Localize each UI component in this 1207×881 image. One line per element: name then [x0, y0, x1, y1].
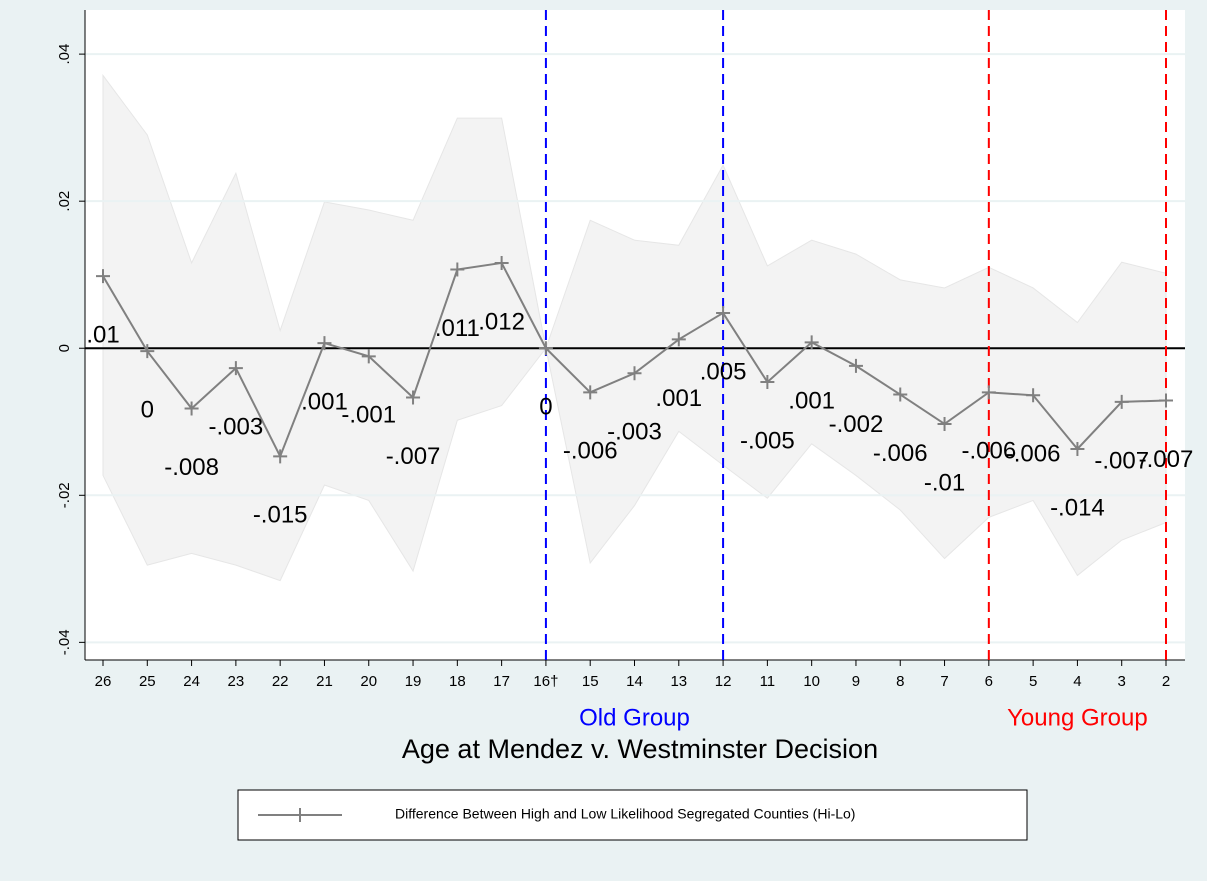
- data-label: -.008: [164, 454, 219, 481]
- x-tick-label: 23: [228, 673, 245, 690]
- marker: [893, 387, 908, 402]
- y-tick-label: -.04: [56, 629, 73, 655]
- x-tick-label: 12: [715, 673, 732, 690]
- data-label: .001: [301, 388, 348, 415]
- marker: [273, 449, 288, 464]
- data-label: .011: [435, 315, 480, 342]
- data-label: .005: [700, 358, 747, 385]
- marker: [804, 335, 819, 350]
- x-tick-label: 14: [626, 673, 643, 690]
- x-tick-label: 11: [760, 673, 776, 690]
- x-tick-label: 20: [360, 673, 377, 690]
- marker: [583, 385, 598, 400]
- x-tick-label: 9: [852, 673, 860, 690]
- data-label: -.001: [341, 402, 396, 429]
- x-tick-label: 13: [670, 673, 687, 690]
- x-tick-label: 25: [139, 673, 156, 690]
- data-label: .01: [86, 322, 119, 349]
- y-tick-label: -.02: [56, 482, 73, 508]
- data-label: 0: [141, 397, 154, 424]
- x-tick-label: 19: [405, 673, 422, 690]
- marker: [228, 361, 243, 376]
- marker: [450, 262, 465, 277]
- data-label: -.002: [829, 411, 884, 438]
- x-tick-label: 10: [803, 673, 820, 690]
- marker: [317, 336, 332, 351]
- marker: [760, 375, 775, 390]
- legend: [237, 789, 1028, 841]
- marker: [361, 349, 376, 364]
- marker: [184, 401, 199, 416]
- data-label: 0: [539, 394, 552, 421]
- data-label: -.003: [209, 413, 264, 440]
- x-axis-title: Age at Mendez v. Westminster Decision: [402, 734, 878, 764]
- marker: [627, 366, 642, 381]
- x-tick-label: 24: [183, 673, 200, 690]
- x-tick-label: 6: [985, 673, 993, 690]
- data-label: -.007: [386, 443, 441, 470]
- marker: [96, 269, 110, 284]
- data-label: -.003: [607, 419, 662, 446]
- x-tick-label: 7: [940, 673, 948, 690]
- group-label: Old Group: [579, 704, 690, 731]
- x-tick-label: 2: [1162, 673, 1170, 690]
- data-label: -.005: [740, 427, 795, 454]
- marker: [1026, 388, 1041, 403]
- x-tick-label: 3: [1118, 673, 1126, 690]
- x-tick-label: 16†: [533, 673, 558, 690]
- data-label: .001: [788, 388, 835, 415]
- x-tick-label: 26: [95, 673, 112, 690]
- marker: [1114, 394, 1129, 409]
- marker: [1070, 441, 1085, 456]
- data-label: -.006: [1006, 441, 1061, 468]
- x-tick-label: 8: [896, 673, 904, 690]
- x-tick-label: 5: [1029, 673, 1037, 690]
- data-label: -.006: [873, 440, 928, 467]
- data-label: .012: [478, 308, 525, 335]
- data-label: -.006: [961, 438, 1016, 465]
- data-label: -.015: [253, 502, 308, 529]
- data-label: -.006: [563, 438, 618, 465]
- y-tick-label: 0: [56, 344, 73, 352]
- y-tick-label: .02: [56, 191, 73, 212]
- legend-marker: [258, 808, 342, 822]
- data-label: .001: [655, 385, 702, 412]
- marker: [848, 358, 863, 373]
- group-label: Young Group: [1007, 704, 1148, 731]
- y-tick-label: .04: [56, 44, 73, 65]
- x-tick-label: 17: [493, 673, 510, 690]
- data-label: -.007: [1139, 446, 1194, 473]
- x-tick-label: 18: [449, 673, 466, 690]
- marker: [937, 416, 952, 431]
- marker: [716, 305, 731, 320]
- x-tick-label: 4: [1073, 673, 1081, 690]
- marker: [494, 255, 509, 270]
- marker: [140, 344, 155, 359]
- x-tick-label: 22: [272, 673, 289, 690]
- x-tick-label: 15: [582, 673, 599, 690]
- marker: [671, 332, 686, 347]
- data-label: -.007: [1094, 447, 1149, 474]
- marker: [406, 390, 421, 405]
- marker: [981, 385, 996, 400]
- marker: [538, 341, 553, 356]
- data-label: -.01: [924, 469, 965, 496]
- x-tick-label: 21: [316, 673, 333, 690]
- legend-label: Difference Between High and Low Likeliho…: [395, 806, 855, 822]
- data-label: -.014: [1050, 494, 1105, 521]
- marker: [1159, 393, 1173, 408]
